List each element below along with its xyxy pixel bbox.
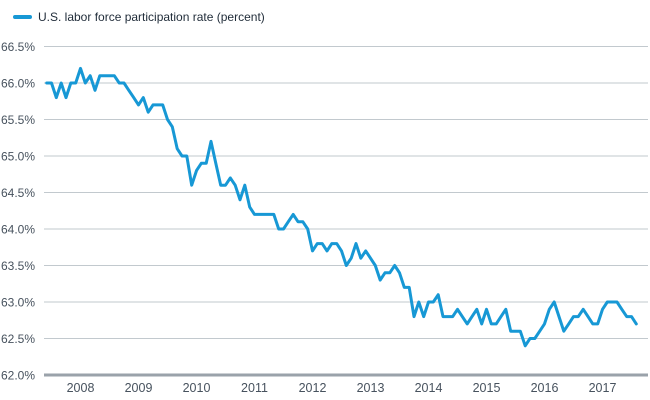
x-tick-label: 2014 <box>415 381 443 395</box>
y-tick-label: 65.5% <box>1 113 35 127</box>
y-tick-label: 62.0% <box>1 369 35 383</box>
x-tick-label: 2013 <box>357 381 385 395</box>
legend-label: U.S. labor force participation rate (per… <box>38 10 265 24</box>
legend-line-swatch-icon <box>13 15 32 19</box>
x-tick-label: 2008 <box>67 381 95 395</box>
y-tick-label: 64.5% <box>1 186 35 200</box>
x-tick-label: 2012 <box>299 381 327 395</box>
x-tick-label: 2015 <box>473 381 501 395</box>
y-tick-label: 63.5% <box>1 259 35 273</box>
y-tick-label: 62.5% <box>1 332 35 346</box>
y-tick-label: 66.5% <box>1 40 35 54</box>
x-tick-label: 2017 <box>589 381 617 395</box>
x-tick-label: 2016 <box>531 381 559 395</box>
legend: U.S. labor force participation rate (per… <box>13 9 265 25</box>
y-tick-label: 63.0% <box>1 296 35 310</box>
y-tick-label: 66.0% <box>1 77 35 91</box>
y-tick-label: 65.0% <box>1 150 35 164</box>
x-tick-label: 2009 <box>125 381 153 395</box>
x-tick-label: 2010 <box>183 381 211 395</box>
x-tick-label: 2011 <box>241 381 268 395</box>
y-tick-label: 64.0% <box>1 223 35 237</box>
lfpr-line-series <box>45 66 638 348</box>
